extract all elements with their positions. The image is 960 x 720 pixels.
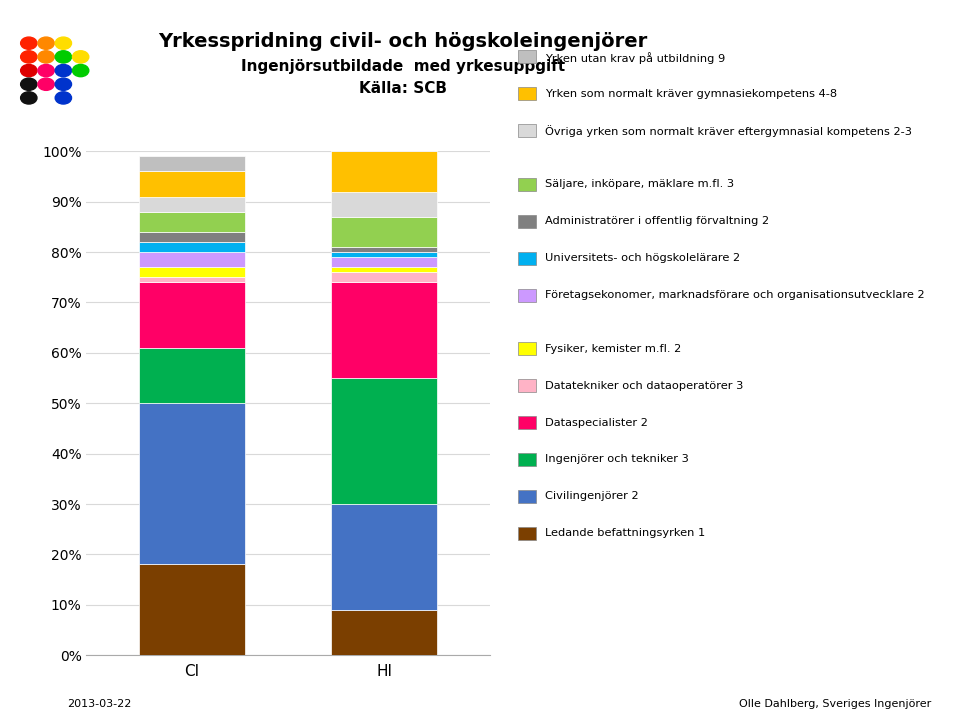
Bar [139,197,245,212]
Bar [331,272,437,282]
Bar [331,247,437,252]
Text: Ingenjörsutbildade  med yrkesuppgift: Ingenjörsutbildade med yrkesuppgift [241,59,565,74]
Text: Yrken som normalt kräver gymnasiekompetens 4-8: Yrken som normalt kräver gymnasiekompete… [545,89,837,99]
Text: Yrken utan krav på utbildning 9: Yrken utan krav på utbildning 9 [545,52,726,63]
Bar [331,267,437,272]
Text: Säljare, inköpare, mäklare m.fl. 3: Säljare, inköpare, mäklare m.fl. 3 [545,179,734,189]
Text: Källa: SCB: Källa: SCB [359,81,447,96]
Bar [139,171,245,197]
Bar [139,564,245,655]
Bar [139,232,245,242]
Text: Fysiker, kemister m.fl. 2: Fysiker, kemister m.fl. 2 [545,343,682,354]
Text: Yrkesspridning civil- och högskoleingenjörer: Yrkesspridning civil- och högskoleingenj… [158,32,648,51]
Bar [331,610,437,655]
Text: Universitets- och högskolelärare 2: Universitets- och högskolelärare 2 [545,253,740,263]
Bar [331,252,437,257]
Bar [331,378,437,504]
Text: Övriga yrken som normalt kräver eftergymnasial kompetens 2-3: Övriga yrken som normalt kräver eftergym… [545,125,912,138]
Bar [331,504,437,610]
Text: Administratörer i offentlig förvaltning 2: Administratörer i offentlig förvaltning … [545,216,769,226]
Bar [139,242,245,252]
Bar [139,252,245,267]
Text: Olle Dahlberg, Sveriges Ingenjörer: Olle Dahlberg, Sveriges Ingenjörer [739,699,931,709]
Bar [331,217,437,247]
Text: Datatekniker och dataoperatörer 3: Datatekniker och dataoperatörer 3 [545,381,744,391]
Text: Dataspecialister 2: Dataspecialister 2 [545,418,648,428]
Bar [139,403,245,564]
Bar [331,151,437,192]
Bar [139,277,245,282]
Bar [139,348,245,403]
Bar [139,156,245,171]
Bar [331,257,437,267]
Text: Ingenjörer och tekniker 3: Ingenjörer och tekniker 3 [545,454,689,464]
Text: 2013-03-22: 2013-03-22 [67,699,132,709]
Bar [331,146,437,151]
Text: Civilingenjörer 2: Civilingenjörer 2 [545,492,639,501]
Bar [139,282,245,348]
Text: Företagsekonomer, marknadsförare och organisationsutvecklare 2: Företagsekonomer, marknadsförare och org… [545,290,924,300]
Text: Ledande befattningsyrken 1: Ledande befattningsyrken 1 [545,528,706,539]
Bar [139,212,245,232]
Bar [139,267,245,277]
Bar [331,192,437,217]
Bar [331,282,437,378]
